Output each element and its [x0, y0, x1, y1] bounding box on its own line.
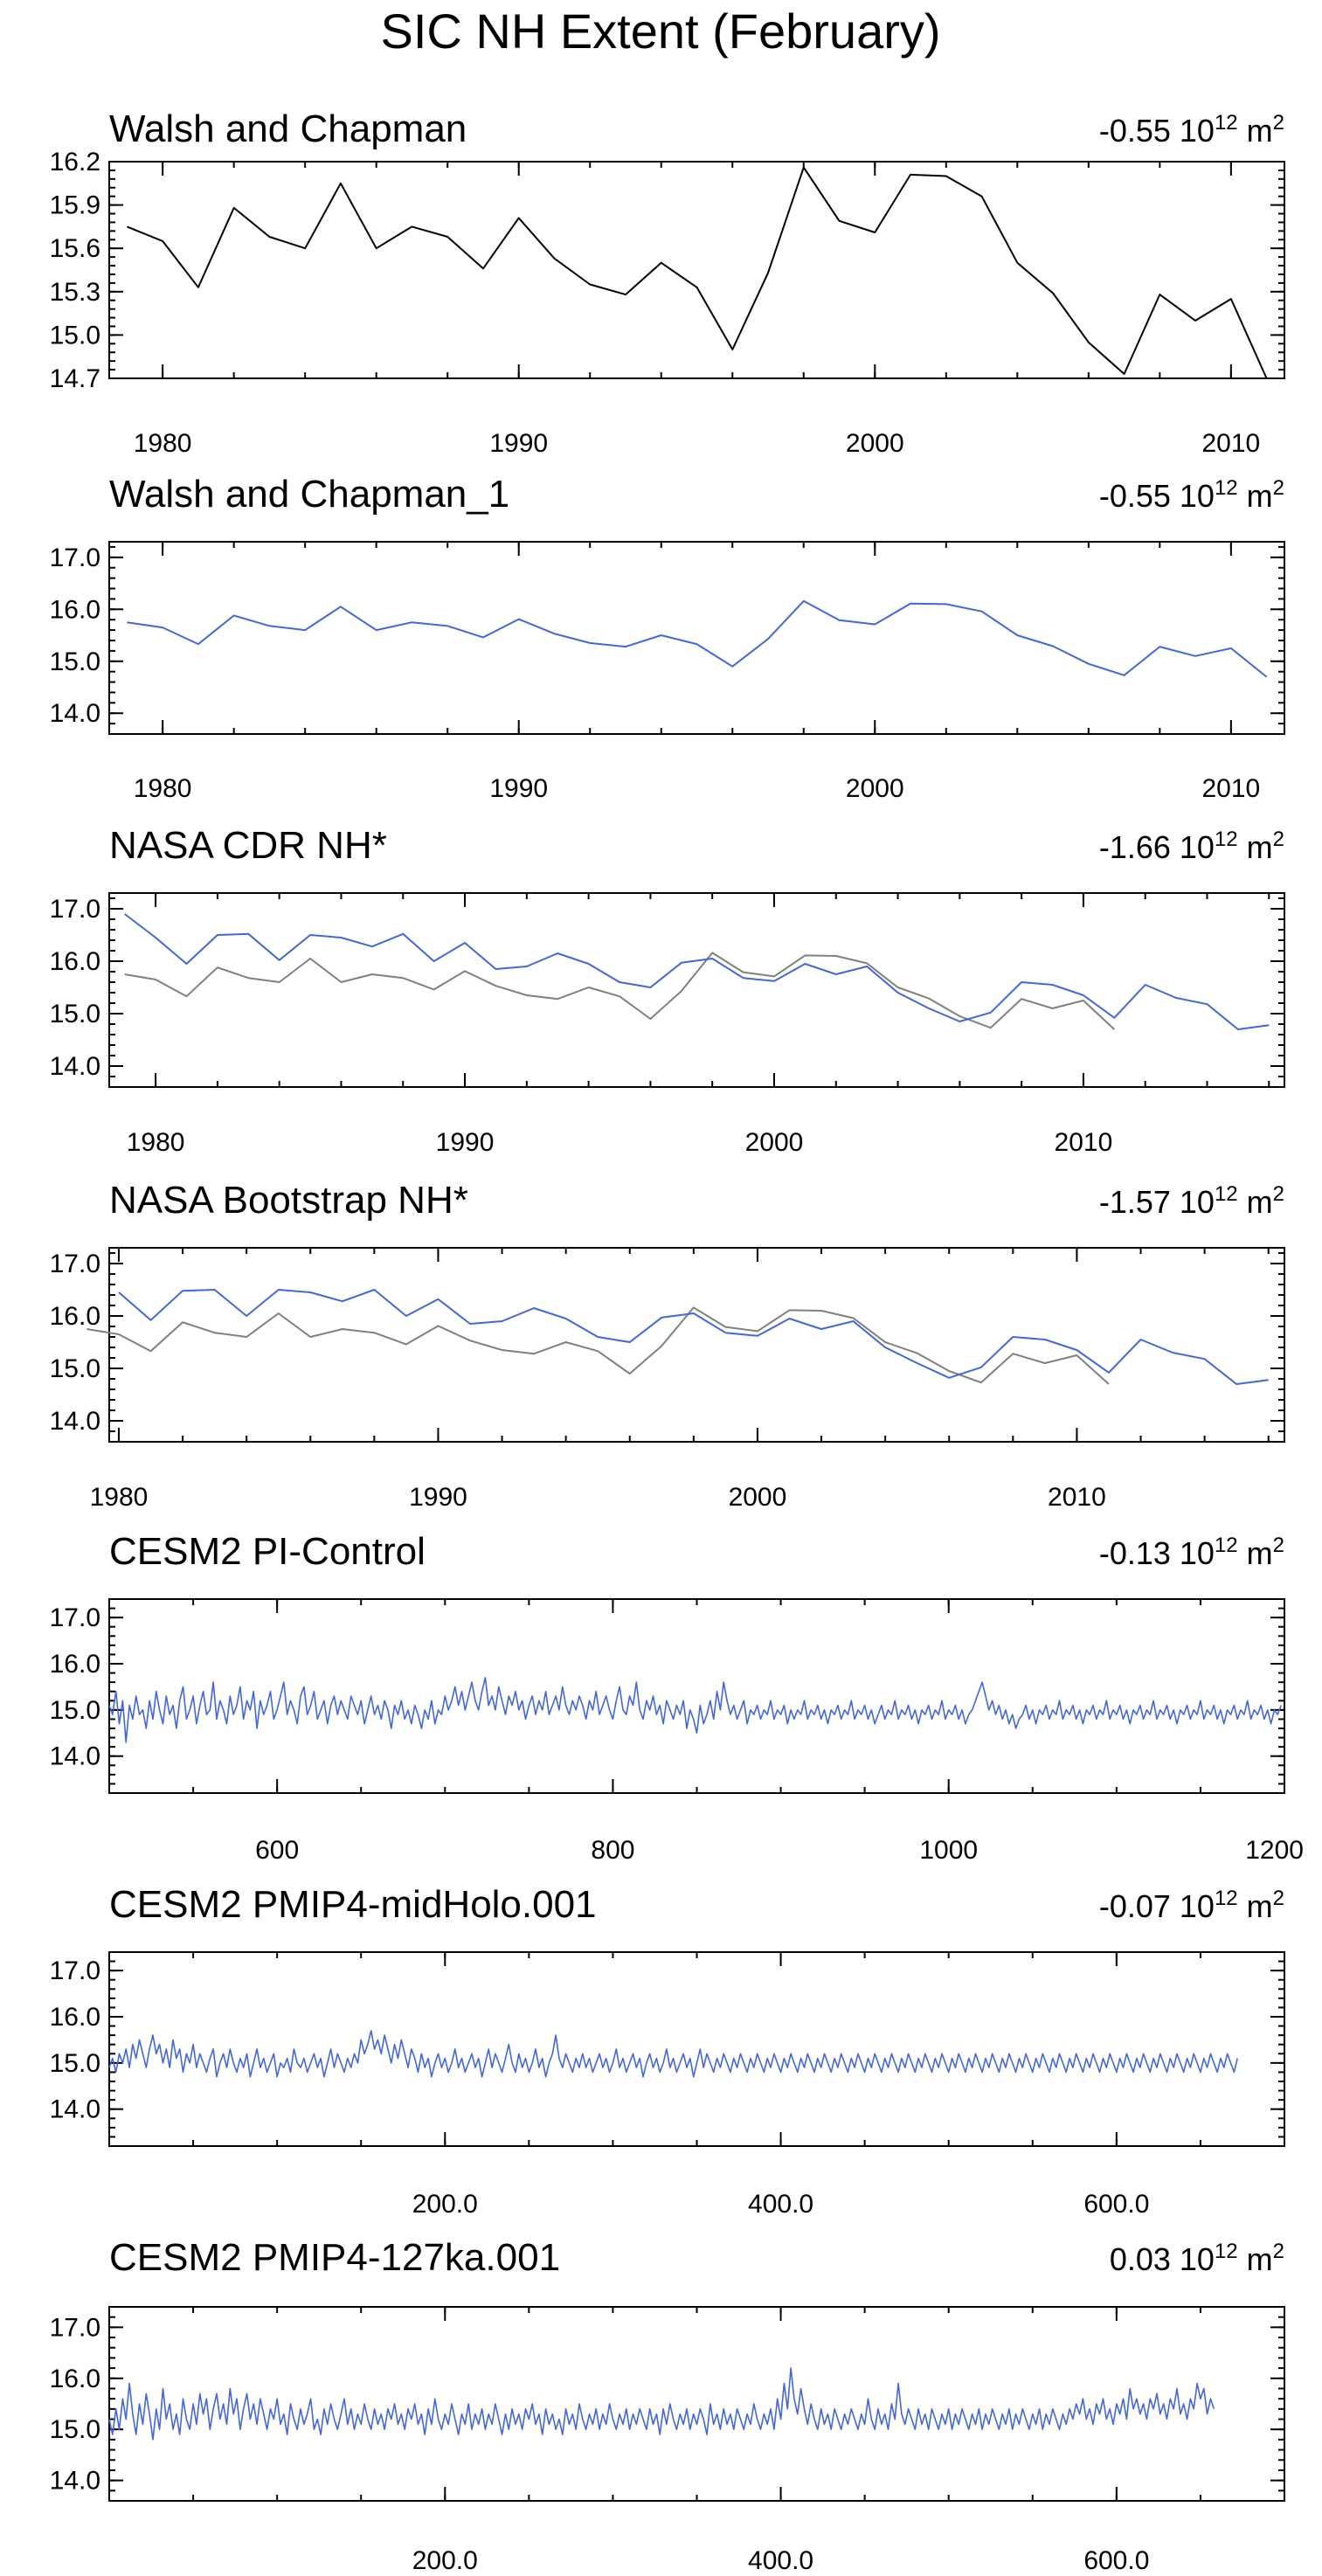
plot-frame [108, 892, 1285, 1088]
y-tick-label: 15.3 [50, 278, 100, 307]
series-line [124, 952, 1115, 1030]
panel-title: CESM2 PMIP4-127ka.001 [109, 2236, 560, 2279]
panel-title: NASA CDR NH* [109, 824, 387, 867]
y-tick-label: 15.0 [50, 1696, 100, 1725]
x-tick-label: 2010 [1201, 774, 1260, 803]
panel-title: Walsh and Chapman_1 [109, 473, 509, 516]
x-tick-label: 2010 [1055, 1128, 1113, 1157]
x-tick-label: 600.0 [1083, 2546, 1149, 2575]
series-line [127, 599, 1268, 678]
x-tick-label: 1990 [489, 774, 548, 803]
y-tick-label: 16.2 [50, 148, 100, 177]
y-tick-label: 17.0 [50, 544, 100, 572]
x-tick-label: 2000 [846, 429, 904, 458]
y-tick-label: 16.0 [50, 947, 100, 976]
series-line [87, 1306, 1110, 1385]
y-tick-label: 15.9 [50, 191, 100, 220]
y-tick-label: 16.0 [50, 2003, 100, 2032]
series-line [108, 2030, 1238, 2078]
x-tick-label: 400.0 [748, 2190, 813, 2219]
y-tick-label: 14.0 [50, 2095, 100, 2124]
y-tick-label: 15.6 [50, 234, 100, 263]
panel-title: NASA Bootstrap NH* [109, 1179, 468, 1222]
y-tick-label: 17.0 [50, 1603, 100, 1632]
series-line [108, 1677, 1282, 1743]
y-tick-label: 14.0 [50, 1052, 100, 1081]
series-line [127, 166, 1268, 379]
y-tick-label: 17.0 [50, 1956, 100, 1985]
y-tick-label: 15.0 [50, 1354, 100, 1383]
plot-frame [108, 161, 1285, 379]
x-tick-label: 2010 [1048, 1483, 1106, 1512]
figure-title: SIC NH Extent (February) [380, 3, 940, 59]
trend-label: -0.55 1012 m2 [1099, 476, 1284, 514]
series-line [124, 913, 1270, 1030]
x-tick-label: 1200 [1245, 1836, 1304, 1865]
x-tick-label: 1990 [436, 1128, 495, 1157]
x-tick-label: 2000 [745, 1128, 804, 1157]
y-tick-label: 14.7 [50, 364, 100, 393]
x-tick-label: 1980 [134, 429, 192, 458]
plot-frame [108, 541, 1285, 735]
panel-bootstrap: NASA Bootstrap NH* -1.57 1012 m2 14.0 15.0 1… [50, 1179, 1285, 1512]
trend-label: -0.55 1012 m2 [1099, 111, 1284, 149]
plot-frame [108, 1247, 1285, 1443]
trend-label: 0.03 1012 m2 [1110, 2240, 1284, 2277]
x-tick-label: 400.0 [748, 2546, 813, 2575]
x-tick-label: 200.0 [412, 2546, 478, 2575]
panel-walsh: Walsh and Chapman -0.55 1012 m2 14.7 15.0 15… [50, 107, 1285, 458]
y-tick-label: 14.0 [50, 1742, 100, 1771]
y-tick-label: 15.0 [50, 2415, 100, 2444]
y-tick-label: 17.0 [50, 895, 100, 924]
x-tick-label: 1980 [127, 1128, 185, 1157]
y-tick-label: 15.0 [50, 647, 100, 676]
x-tick-label: 600.0 [1083, 2190, 1149, 2219]
series-line [108, 2367, 1215, 2441]
trend-label: -1.66 1012 m2 [1099, 828, 1284, 865]
x-tick-label: 2000 [846, 774, 904, 803]
y-tick-label: 16.0 [50, 595, 100, 624]
plot-frame [108, 2306, 1285, 2502]
trend-label: -0.07 1012 m2 [1099, 1887, 1284, 1924]
y-tick-label: 16.0 [50, 1302, 100, 1331]
y-tick-label: 16.0 [50, 1650, 100, 1679]
panel-picontrol: CESM2 PI-Control -0.13 1012 m2 14.0 15.0 16.… [50, 1530, 1304, 1865]
panel-title: CESM2 PMIP4-midHolo.001 [109, 1883, 597, 1926]
x-tick-label: 2010 [1201, 429, 1260, 458]
y-tick-label: 15.0 [50, 321, 100, 350]
x-tick-label: 600 [255, 1836, 299, 1865]
series-line [118, 1289, 1269, 1385]
y-tick-label: 17.0 [50, 2313, 100, 2342]
panel-midholo: CESM2 PMIP4-midHolo.001 -0.07 1012 m2 14.0… [50, 1883, 1285, 2219]
trend-label: -0.13 1012 m2 [1099, 1534, 1284, 1571]
y-tick-label: 17.0 [50, 1250, 100, 1278]
panel-ka127: CESM2 PMIP4-127ka.001 0.03 1012 m2 14.0 15.… [50, 2236, 1285, 2575]
x-tick-label: 1990 [489, 429, 548, 458]
panel-cdr: NASA CDR NH* -1.66 1012 m2 14.0 15.0 16.0 17.… [50, 824, 1285, 1157]
panel-title: CESM2 PI-Control [109, 1530, 426, 1573]
y-tick-label: 16.0 [50, 2365, 100, 2393]
y-tick-label: 14.0 [50, 2467, 100, 2496]
x-tick-label: 800 [591, 1836, 634, 1865]
y-tick-label: 15.0 [50, 1000, 100, 1028]
x-tick-label: 1000 [919, 1836, 978, 1865]
y-tick-label: 14.0 [50, 1407, 100, 1436]
y-tick-label: 14.0 [50, 699, 100, 728]
x-tick-label: 200.0 [412, 2190, 478, 2219]
panel-walsh1: Walsh and Chapman_1 -0.55 1012 m2 14.0 15.0… [50, 473, 1285, 803]
plot-frame [108, 1951, 1285, 2147]
x-tick-label: 1990 [409, 1483, 467, 1512]
x-tick-label: 1980 [134, 774, 192, 803]
trend-label: -1.57 1012 m2 [1099, 1182, 1284, 1220]
panel-title: Walsh and Chapman [109, 107, 467, 150]
x-tick-label: 1980 [90, 1483, 149, 1512]
y-tick-label: 15.0 [50, 2049, 100, 2078]
x-tick-label: 2000 [729, 1483, 787, 1512]
